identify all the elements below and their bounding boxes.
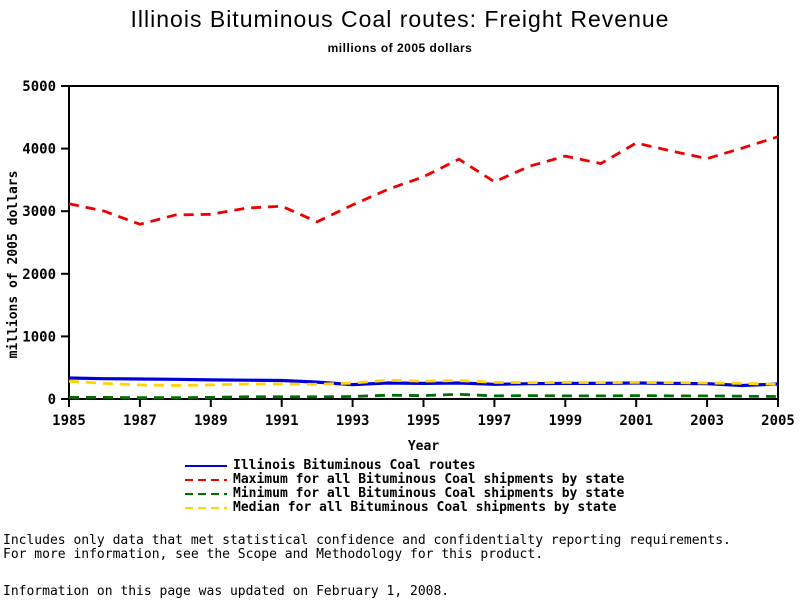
svg-text:1987: 1987 — [123, 413, 157, 429]
legend-swatch-median-line — [185, 507, 227, 509]
svg-text:5000: 5000 — [22, 79, 56, 95]
svg-text:1989: 1989 — [194, 413, 228, 429]
footnote-text: Includes only data that met statistical … — [3, 534, 731, 561]
svg-text:1993: 1993 — [336, 413, 370, 429]
legend-item-maximum: Maximum for all Bituminous Coal shipment… — [185, 473, 624, 487]
footnote-line-2: For more information, see the Scope and … — [3, 546, 544, 562]
svg-text:3000: 3000 — [22, 204, 56, 220]
svg-text:Year: Year — [408, 439, 439, 454]
svg-text:1985: 1985 — [52, 413, 86, 429]
legend-label: Minimum for all Bituminous Coal shipment… — [233, 486, 625, 501]
legend-swatch-maximum-line — [185, 479, 227, 481]
legend-label: Maximum for all Bituminous Coal shipment… — [233, 472, 625, 487]
svg-text:1999: 1999 — [548, 413, 582, 429]
svg-text:1997: 1997 — [478, 413, 512, 429]
legend-label: Median for all Bituminous Coal shipments… — [233, 500, 617, 515]
legend-item-illinois: Illinois Bituminous Coal routes — [185, 459, 624, 473]
svg-text:2005: 2005 — [761, 413, 795, 429]
svg-text:1000: 1000 — [22, 329, 56, 345]
legend-label: Illinois Bituminous Coal routes — [233, 458, 476, 473]
last-updated-text: Information on this page was updated on … — [3, 584, 450, 599]
footnote-line-1: Includes only data that met statistical … — [3, 533, 731, 548]
chart-title: Illinois Bituminous Coal routes: Freight… — [130, 6, 670, 32]
freight-revenue-line-chart: 0 1000 2000 3000 4000 5000 1985 1987 1989 1991 199… — [6, 79, 795, 454]
svg-text:2001: 2001 — [619, 413, 653, 429]
svg-text:2003: 2003 — [690, 413, 724, 429]
legend-item-minimum: Minimum for all Bituminous Coal shipment… — [185, 487, 624, 501]
svg-text:2000: 2000 — [22, 267, 56, 283]
legend-swatch-illinois-line — [185, 465, 227, 467]
svg-text:1991: 1991 — [265, 413, 299, 429]
svg-text:millions of 2005 dollars: millions of 2005 dollars — [6, 171, 21, 359]
svg-text:0: 0 — [48, 392, 56, 408]
legend-swatch-minimum-line — [185, 493, 227, 495]
chart-subtitle: millions of 2005 dollars — [327, 41, 473, 55]
legend-item-median: Median for all Bituminous Coal shipments… — [185, 501, 624, 515]
chart-legend: Illinois Bituminous Coal routes Maximum … — [185, 459, 624, 515]
svg-text:4000: 4000 — [22, 142, 56, 158]
svg-text:1995: 1995 — [407, 413, 441, 429]
